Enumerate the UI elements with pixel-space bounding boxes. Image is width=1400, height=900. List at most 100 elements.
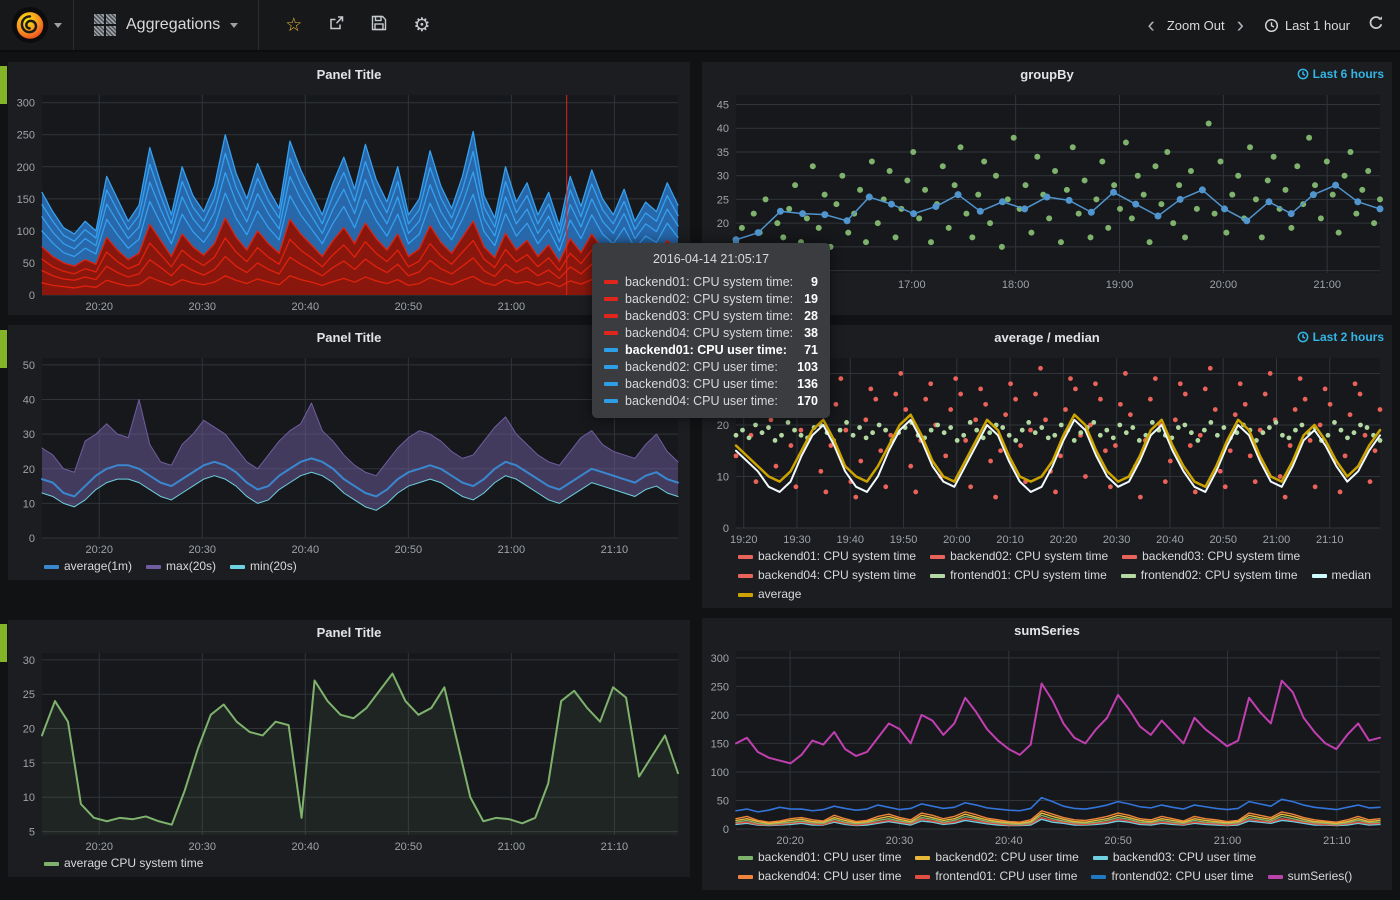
tooltip-series-color-dash (604, 364, 618, 369)
legend-item[interactable]: sumSeries() (1267, 868, 1352, 885)
legend-item[interactable]: backend03: CPU user time (1092, 849, 1256, 866)
tooltip-series-value: 170 (797, 393, 818, 408)
legend-color-dash (44, 564, 59, 569)
panel-title[interactable]: average / median (994, 330, 1100, 345)
chart-canvas-groupby[interactable]: 17:0018:0019:0020:0021:00101520253035404… (702, 87, 1392, 293)
legend-item[interactable]: min(20s) (230, 558, 297, 575)
legend-item[interactable]: backend02: CPU system time (930, 548, 1108, 565)
legend-item[interactable]: average CPU system time (44, 855, 203, 872)
settings-gear-icon[interactable]: ⚙ (413, 14, 431, 36)
panel-title[interactable]: groupBy (1020, 67, 1074, 82)
panel-title[interactable]: Panel Title (316, 330, 382, 345)
panel-avg-max-min: Panel Title 20:20 20:30 20:40 20:50 21:00 21:… (8, 325, 690, 580)
legend-item[interactable]: backend03: CPU system time (1122, 548, 1300, 565)
chart-canvas-sumseries[interactable]: 20:20 20:30 20:40 20:50 21:00 21:10 0 50 100 150 2… (702, 643, 1392, 849)
time-override-badge[interactable]: Last 2 hours (1297, 330, 1384, 344)
svg-text:50: 50 (23, 258, 35, 270)
refresh-icon[interactable] (1368, 15, 1384, 35)
legend-label: backend01: CPU system time (758, 549, 917, 563)
legend: backend01: CPU system time backend02: CPU… (702, 548, 1392, 608)
tooltip-series-label: backend03: CPU system time: (625, 308, 794, 323)
tooltip-series-label: backend01: CPU system time: (625, 274, 794, 289)
legend-item[interactable]: backend04: CPU system time (738, 567, 916, 584)
tooltip-series-value: 19 (804, 291, 818, 306)
panel-title[interactable]: Panel Title (316, 625, 382, 640)
svg-text:21:00: 21:00 (1313, 279, 1341, 291)
svg-text:20:40: 20:40 (292, 841, 320, 853)
svg-text:5: 5 (29, 827, 35, 839)
svg-text:21:00: 21:00 (498, 301, 526, 313)
legend-item[interactable]: frontend02: CPU system time (1120, 567, 1298, 584)
row-toggle-bar[interactable] (0, 624, 7, 662)
legend-item[interactable]: average(1m) (44, 558, 132, 575)
time-forward-chevron-icon[interactable]: › (1236, 12, 1244, 38)
legend: backend01: CPU user time backend02: CPU u… (702, 849, 1392, 890)
share-icon[interactable] (328, 15, 345, 35)
svg-text:19:30: 19:30 (783, 534, 811, 546)
svg-text:20:50: 20:50 (1104, 835, 1132, 847)
panel-stacked-cpu: Panel Title 20:2020:3020:4020:5021:0021:… (8, 62, 690, 315)
svg-text:100: 100 (17, 226, 35, 238)
chart-canvas-stacked-cpu[interactable]: 20:2020:3020:4020:5021:0021:100501001502… (8, 87, 690, 315)
time-override-badge[interactable]: Last 6 hours (1297, 67, 1384, 81)
logo-caret-icon (54, 22, 62, 28)
legend-item[interactable]: frontend01: CPU system time (930, 567, 1107, 584)
row-toggle-bar[interactable] (0, 330, 7, 368)
time-range-picker[interactable]: Last 1 hour (1256, 18, 1358, 33)
svg-text:21:10: 21:10 (601, 841, 629, 853)
tooltip-series-row: backend01: CPU user time: 71 (592, 341, 830, 358)
svg-text:20:20: 20:20 (1050, 534, 1078, 546)
legend-item[interactable]: average (738, 586, 801, 603)
svg-text:250: 250 (17, 130, 35, 142)
row-toggle-bar[interactable] (0, 66, 7, 104)
svg-text:21:00: 21:00 (1263, 534, 1291, 546)
dashboard-picker[interactable]: Aggregations (74, 0, 260, 50)
svg-text:19:50: 19:50 (890, 534, 918, 546)
legend-item[interactable]: max(20s) (146, 558, 216, 575)
panel-title[interactable]: sumSeries (1014, 623, 1080, 638)
star-icon[interactable]: ☆ (285, 14, 303, 36)
tooltip-series-color-dash (604, 279, 618, 284)
legend-label: average(1m) (64, 559, 133, 573)
panel-title[interactable]: Panel Title (316, 67, 382, 82)
time-back-chevron-icon[interactable]: ‹ (1147, 12, 1155, 38)
legend: average CPU system time (8, 855, 690, 877)
chart-canvas-average-median[interactable]: 19:20 19:30 19:40 19:50 20:00 20:10 20:20 20:30… (702, 350, 1392, 548)
zoom-out-button[interactable]: Zoom Out (1166, 17, 1225, 33)
legend-label: backend03: CPU system time (1142, 549, 1301, 563)
legend-color-dash (1092, 855, 1108, 860)
panel-header: sumSeries (702, 618, 1392, 643)
svg-text:20:00: 20:00 (943, 534, 971, 546)
legend-color-dash (738, 592, 753, 597)
legend-item[interactable]: backend01: CPU user time (738, 849, 901, 866)
legend-label: frontend01: CPU system time (950, 568, 1107, 582)
chart-canvas-avg-max-min[interactable]: 20:20 20:30 20:40 20:50 21:00 21:10 0 10 20 30 40 5… (8, 350, 690, 558)
legend-color-dash (915, 874, 931, 879)
grafana-logo[interactable] (0, 0, 74, 50)
time-controls: ‹ Zoom Out › Last 1 hour (1146, 0, 1400, 50)
svg-text:20:30: 20:30 (1103, 534, 1131, 546)
svg-text:20:50: 20:50 (395, 544, 423, 556)
legend-item[interactable]: backend04: CPU user time (738, 868, 901, 885)
time-override-label: Last 6 hours (1312, 67, 1384, 81)
legend-item[interactable]: backend01: CPU system time (738, 548, 916, 565)
legend-label: backend01: CPU user time (758, 850, 902, 864)
chart-canvas-average-cpu[interactable]: 20:20 20:30 20:40 20:50 21:00 21:10 5 10 15 20 25 3… (8, 645, 690, 855)
svg-text:20:20: 20:20 (85, 544, 113, 556)
tooltip-series-value: 103 (797, 359, 818, 374)
tooltip-series-color-dash (604, 347, 618, 352)
legend-item[interactable]: frontend02: CPU user time (1091, 868, 1254, 885)
svg-text:21:10: 21:10 (601, 544, 629, 556)
tooltip-series-row: backend03: CPU system time: 28 (592, 307, 830, 324)
legend-color-dash (1091, 874, 1107, 879)
legend-item[interactable]: frontend01: CPU user time (915, 868, 1077, 885)
legend-item[interactable]: backend02: CPU user time (915, 849, 1079, 866)
panel-header: Panel Title (8, 325, 690, 350)
tooltip-series-label: backend02: CPU system time: (625, 291, 794, 306)
legend-item[interactable]: median (1311, 567, 1371, 584)
svg-text:20:20: 20:20 (776, 835, 804, 847)
clock-icon (1297, 331, 1309, 343)
svg-text:150: 150 (711, 738, 729, 750)
save-icon[interactable] (371, 15, 387, 35)
legend-color-dash (930, 554, 946, 559)
